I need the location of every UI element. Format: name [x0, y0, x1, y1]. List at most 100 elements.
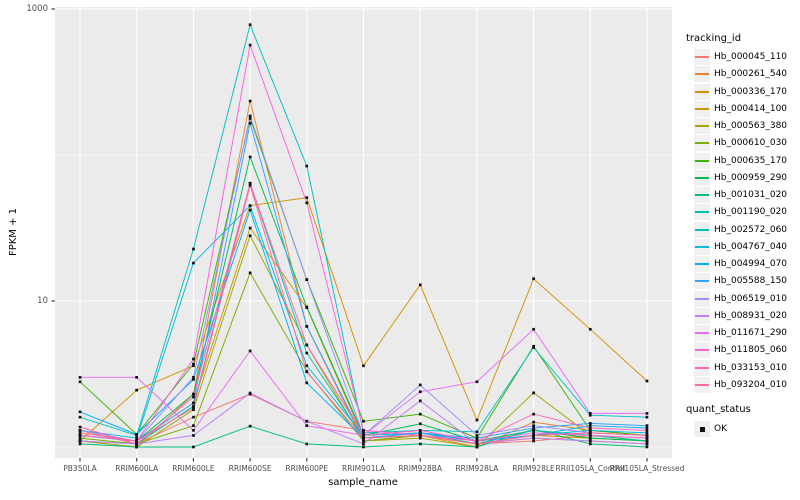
- legend-key-swatch: [694, 421, 710, 437]
- data-point: [532, 391, 535, 395]
- data-point: [78, 431, 82, 435]
- legend-key-line: [695, 263, 709, 265]
- legend-item-label: Hb_004994_070: [714, 259, 788, 269]
- data-point: [645, 439, 649, 443]
- x-tick-label: RRIM928LE: [512, 464, 555, 473]
- data-point: [532, 439, 535, 443]
- data-point: [362, 439, 365, 443]
- data-point: [135, 439, 138, 443]
- x-tick-label: RRIM600LE: [172, 464, 215, 473]
- legend-key-swatch: [694, 307, 710, 324]
- data-point: [532, 412, 535, 416]
- x-tick-label: RRIM600LA: [115, 464, 159, 473]
- data-point: [475, 442, 479, 446]
- data-point: [305, 424, 309, 427]
- data-point: [418, 429, 422, 432]
- legend-item-label: Hb_006519_010: [714, 293, 788, 304]
- data-point: [418, 412, 422, 416]
- data-point: [78, 436, 82, 440]
- legend-key-swatch: [694, 376, 710, 393]
- legend-key-swatch: [694, 256, 710, 272]
- data-point: [532, 429, 535, 432]
- x-tick-label: PB350LA: [63, 464, 97, 473]
- data-point: [362, 445, 365, 449]
- data-point: [135, 433, 138, 436]
- data-point: [135, 388, 138, 392]
- legend-key-swatch: [694, 118, 710, 134]
- legend-item-label: Hb_000336_170: [714, 86, 788, 97]
- data-point: [192, 405, 195, 408]
- legend-item-label: Hb_000635_170: [714, 155, 788, 166]
- legend-item-label: Hb_033153_010: [714, 362, 788, 373]
- legend-key-line: [695, 194, 709, 196]
- data-point: [305, 442, 309, 446]
- data-point: [418, 390, 422, 394]
- data-point: [588, 412, 592, 415]
- data-point: [305, 164, 309, 168]
- data-point: [645, 442, 649, 446]
- data-point: [532, 431, 535, 435]
- data-point: [192, 424, 195, 427]
- legend-key-line: [695, 245, 709, 248]
- data-point: [248, 391, 252, 395]
- legend-key-line: [695, 332, 709, 334]
- data-point: [192, 408, 195, 412]
- data-point: [588, 431, 592, 435]
- data-point: [532, 277, 535, 281]
- legend-title-quant-status: quant_status: [686, 404, 751, 415]
- legend-key-swatch: [694, 100, 710, 117]
- data-point: [192, 378, 195, 381]
- legend-key-line: [695, 211, 709, 214]
- data-point: [588, 442, 592, 446]
- legend-key-line: [695, 349, 709, 352]
- data-point: [645, 436, 649, 440]
- data-point: [532, 420, 535, 424]
- data-point: [305, 343, 309, 347]
- data-point: [305, 370, 309, 374]
- data-point: [588, 327, 592, 331]
- data-point: [588, 424, 592, 427]
- data-point: [305, 325, 309, 328]
- data-point: [248, 226, 252, 230]
- data-point: [475, 445, 479, 449]
- legend-key-line: [695, 142, 709, 145]
- legend-key-line: [695, 90, 709, 93]
- data-point: [418, 383, 422, 387]
- data-point: [362, 419, 365, 423]
- data-point: [475, 430, 479, 434]
- data-point: [248, 117, 252, 120]
- data-point: [78, 434, 82, 437]
- data-point: [135, 445, 138, 449]
- data-point: [305, 196, 309, 199]
- data-point: [645, 379, 649, 383]
- legend-item-label: Hb_011671_290: [714, 328, 788, 338]
- data-point: [192, 401, 195, 405]
- legend-item-label: Hb_005588_150: [714, 276, 788, 287]
- data-point: [645, 426, 649, 430]
- legend-key-swatch: [694, 221, 710, 238]
- data-point: [192, 395, 195, 399]
- data-point: [362, 442, 365, 446]
- data-point: [248, 121, 252, 125]
- data-point: [532, 426, 535, 430]
- x-tick-label: RRIM901LA: [342, 464, 385, 473]
- data-point: [362, 364, 365, 368]
- data-point: [418, 442, 422, 446]
- data-point: [135, 442, 138, 446]
- y-tick-label: 10: [37, 296, 48, 306]
- x-tick-label: RRIM600SE: [228, 464, 272, 473]
- x-tick-label: RRIM928BA: [398, 464, 443, 473]
- y-tick-label: 1000: [26, 4, 48, 14]
- data-point: [78, 380, 82, 384]
- data-point: [532, 434, 535, 437]
- legend-item-label: Hb_002572_060: [714, 224, 788, 235]
- legend-item-label: Hb_004767_040: [714, 241, 788, 252]
- data-point: [588, 429, 592, 432]
- legend-key-swatch: [694, 66, 710, 83]
- legend-item-label: Hb_000414_100: [714, 103, 788, 114]
- data-point: [248, 184, 252, 187]
- data-point: [418, 399, 422, 403]
- legend-key-swatch: [694, 204, 710, 221]
- data-point: [135, 376, 138, 379]
